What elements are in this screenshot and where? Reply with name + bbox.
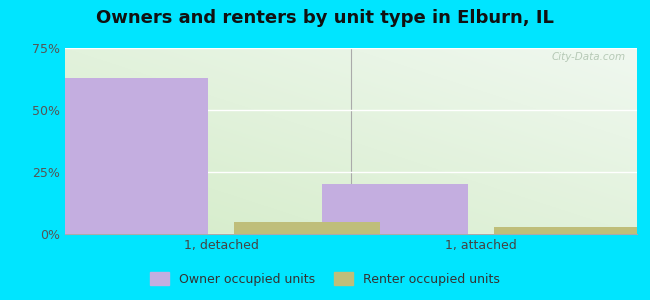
- Text: City-Data.com: City-Data.com: [551, 52, 625, 62]
- Text: Owners and renters by unit type in Elburn, IL: Owners and renters by unit type in Elbur…: [96, 9, 554, 27]
- Bar: [234, 222, 380, 234]
- Bar: [62, 78, 208, 234]
- Bar: [322, 184, 468, 234]
- Legend: Owner occupied units, Renter occupied units: Owner occupied units, Renter occupied un…: [146, 267, 504, 291]
- Bar: [494, 226, 640, 234]
